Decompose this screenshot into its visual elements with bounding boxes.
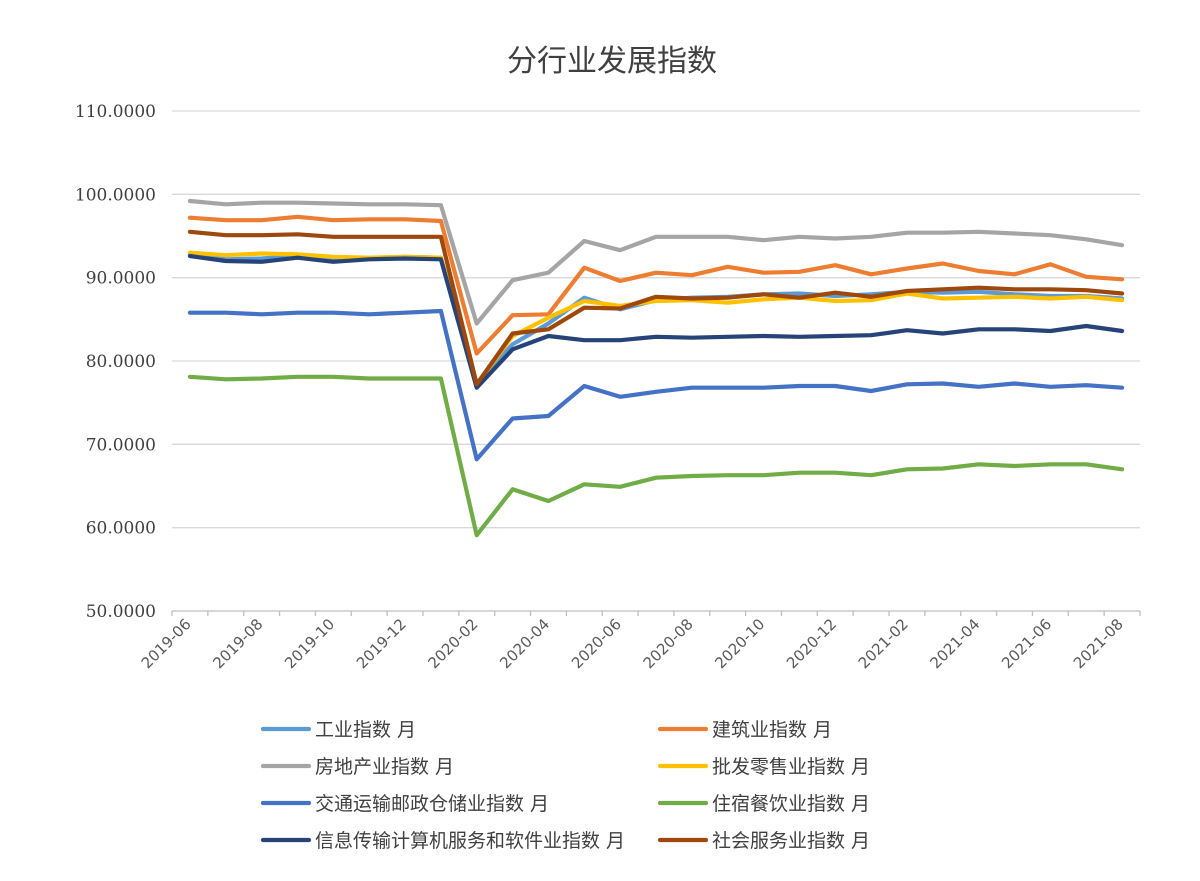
x-tick-label: 2020-12 (783, 615, 840, 672)
legend-label: 交通运输邮政仓储业指数 月 (315, 793, 549, 815)
y-tick-label: 50.0000 (86, 602, 156, 622)
x-tick-label: 2019-06 (138, 615, 195, 672)
legend-label: 房地产业指数 月 (315, 756, 454, 778)
x-tick-label: 2021-08 (1070, 615, 1127, 672)
series-line-8 (187, 229, 1125, 387)
chart-title: 分行业发展指数 (507, 44, 717, 79)
series-line-7 (187, 253, 1125, 390)
y-tick-label: 70.0000 (86, 435, 156, 455)
series-line-5 (187, 308, 1125, 462)
legend-item: 住宿餐饮业指数 月 (657, 793, 870, 815)
x-tick-label: 2020-04 (496, 615, 553, 672)
y-tick-label: 110.0000 (75, 102, 156, 122)
legend-label: 建筑业指数 月 (712, 719, 832, 741)
legend-label: 住宿餐饮业指数 月 (712, 793, 870, 815)
legend-item: 房地产业指数 月 (260, 756, 454, 778)
legend-label: 社会服务业指数 月 (712, 830, 870, 852)
series-line-6 (187, 374, 1125, 538)
x-tick-label: 2020-02 (425, 615, 482, 672)
legend-item: 工业指数 月 (260, 719, 416, 741)
series-line-4 (187, 250, 1125, 387)
series-lines (187, 198, 1125, 538)
x-tick-label: 2019-12 (353, 615, 410, 672)
y-tick-label: 90.0000 (86, 269, 156, 289)
legend-label: 信息传输计算机服务和软件业指数 月 (315, 830, 625, 852)
x-tick-label: 2021-06 (998, 615, 1055, 672)
x-axis-tick-labels: 2019-06 2019-08 2019-10 2019-12 2020-02 2020-… (138, 611, 1141, 672)
y-tick-label: 80.0000 (86, 352, 156, 372)
legend-item: 建筑业指数 月 (657, 719, 832, 741)
series-line-2 (187, 214, 1125, 356)
x-tick-label: 2020-06 (568, 615, 625, 672)
y-tick-label: 100.0000 (75, 185, 156, 205)
legend-label: 批发零售业指数 月 (712, 756, 870, 778)
legend-item: 信息传输计算机服务和软件业指数 月 (260, 830, 625, 852)
series-line-3 (187, 198, 1125, 326)
legend-item: 批发零售业指数 月 (657, 756, 870, 778)
x-tick-label: 2019-08 (209, 615, 266, 672)
x-tick-label: 2021-02 (855, 615, 912, 672)
x-tick-label: 2020-10 (711, 615, 768, 672)
x-tick-label: 2021-04 (926, 615, 983, 672)
legend-item: 交通运输邮政仓储业指数 月 (260, 793, 549, 815)
legend-label: 工业指数 月 (315, 719, 416, 741)
x-tick-label: 2020-08 (640, 615, 697, 672)
x-tick-label: 2019-10 (281, 615, 338, 672)
y-axis-tick-labels: 50.0000 60.0000 70.0000 80.0000 90.0000 100.0… (75, 102, 156, 622)
y-tick-label: 60.0000 (86, 519, 156, 539)
legend-item: 社会服务业指数 月 (657, 830, 870, 852)
gridlines (172, 110, 1140, 612)
